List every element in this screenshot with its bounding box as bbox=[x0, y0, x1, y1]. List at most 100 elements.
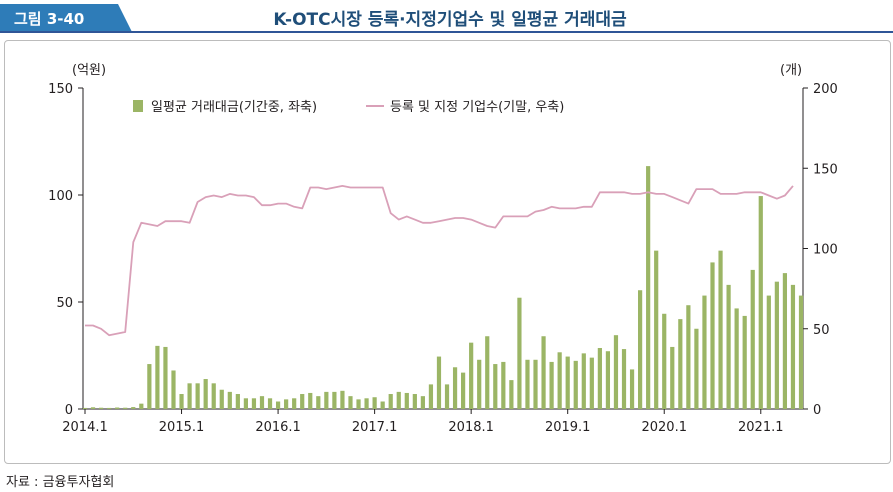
figure-label: 그림 3-40 bbox=[14, 10, 85, 28]
x-tick-label: 2018.1 bbox=[448, 420, 494, 435]
bar-trading-value bbox=[316, 396, 321, 409]
bar-trading-value bbox=[726, 284, 731, 409]
bar-trading-value bbox=[428, 384, 434, 409]
x-tick-label: 2016.1 bbox=[255, 420, 301, 435]
bar-trading-value bbox=[356, 399, 361, 409]
bar-trading-value bbox=[678, 319, 683, 409]
bar-trading-value bbox=[452, 367, 458, 409]
right-tick-label: 200 bbox=[813, 82, 838, 97]
bar-trading-value bbox=[348, 396, 353, 409]
left-tick-label: 100 bbox=[48, 189, 73, 204]
bar-trading-value bbox=[139, 403, 144, 409]
bar-trading-value bbox=[131, 407, 136, 409]
bar-trading-value bbox=[324, 391, 329, 409]
bar-trading-value bbox=[380, 401, 385, 409]
bar-trading-value bbox=[477, 359, 482, 409]
bar-trading-value bbox=[718, 250, 723, 409]
bar-trading-value bbox=[517, 297, 522, 409]
bar-trading-value bbox=[533, 359, 538, 409]
bar-trading-value bbox=[702, 295, 707, 409]
bar-trading-value bbox=[364, 398, 369, 409]
bar-trading-value bbox=[123, 407, 128, 409]
bar-trading-value bbox=[654, 250, 659, 409]
bar-trading-value bbox=[509, 380, 514, 409]
figure-label-tag: 그림 3-40 bbox=[0, 4, 132, 32]
right-tick-label: 50 bbox=[813, 323, 830, 338]
bar-trading-value bbox=[461, 372, 466, 409]
bar-trading-value bbox=[292, 398, 297, 409]
left-tick-label: 0 bbox=[65, 403, 73, 418]
bar-trading-value bbox=[107, 407, 112, 409]
bar-trading-value bbox=[605, 351, 611, 409]
bar-trading-value bbox=[670, 346, 675, 409]
bar-trading-value bbox=[686, 305, 691, 409]
bar-trading-value bbox=[662, 313, 667, 409]
bar-trading-value bbox=[565, 356, 570, 409]
bar-trading-value bbox=[742, 315, 747, 409]
bar-trading-value bbox=[275, 401, 281, 409]
bar-trading-value bbox=[758, 196, 763, 409]
bar-trading-value bbox=[412, 394, 417, 409]
bar-trading-value bbox=[171, 370, 176, 409]
bar-trading-value bbox=[163, 346, 168, 409]
legend-bar-swatch bbox=[133, 100, 143, 112]
bar-trading-value bbox=[581, 353, 586, 409]
bar-trading-value bbox=[549, 361, 554, 409]
source-note: 자료 : 금융투자협회 bbox=[6, 475, 115, 490]
left-tick-label: 150 bbox=[48, 82, 73, 97]
bar-trading-value bbox=[243, 398, 248, 409]
bar-trading-value bbox=[629, 369, 635, 409]
x-tick-label: 2014.1 bbox=[62, 420, 108, 435]
bar-trading-value bbox=[621, 349, 627, 409]
bar-trading-value bbox=[782, 273, 788, 409]
bar-trading-value bbox=[308, 392, 313, 409]
bar-trading-value bbox=[734, 308, 739, 409]
bar-trading-value bbox=[501, 361, 506, 409]
left-tick-label: 50 bbox=[56, 296, 73, 311]
bar-trading-value bbox=[646, 166, 651, 409]
bar-trading-value bbox=[211, 383, 216, 409]
bar-trading-value bbox=[227, 391, 232, 409]
bar-trading-value bbox=[90, 407, 96, 409]
bar-trading-value bbox=[420, 396, 425, 409]
bar-trading-value bbox=[436, 356, 442, 409]
bar-trading-value bbox=[589, 357, 594, 409]
bar-trading-value bbox=[750, 269, 755, 409]
line-listed-companies bbox=[85, 184, 794, 337]
right-axis-unit: (개) bbox=[780, 63, 802, 78]
bar-trading-value bbox=[444, 384, 450, 409]
bar-trading-value bbox=[332, 391, 337, 409]
bar-trading-value bbox=[694, 328, 699, 409]
bar-trading-value bbox=[147, 364, 152, 409]
bar-trading-value bbox=[525, 359, 530, 409]
x-tick-label: 2021.1 bbox=[738, 420, 784, 435]
bar-trading-value bbox=[235, 394, 240, 409]
bar-trading-value bbox=[179, 394, 184, 409]
chart-frame bbox=[4, 40, 891, 464]
bar-trading-value bbox=[259, 396, 265, 409]
bar-trading-value bbox=[195, 383, 200, 409]
bar-trading-value bbox=[396, 391, 401, 409]
title-rule bbox=[0, 31, 893, 33]
right-tick-label: 0 bbox=[813, 403, 821, 418]
bar-trading-value bbox=[372, 397, 377, 409]
bar-trading-value bbox=[284, 399, 289, 409]
bar-trading-value bbox=[404, 392, 409, 409]
bar-trading-value bbox=[557, 352, 562, 409]
bar-trading-value bbox=[98, 407, 104, 409]
bar-trading-value bbox=[710, 262, 715, 409]
bar-trading-value bbox=[388, 394, 393, 409]
right-tick-label: 100 bbox=[813, 243, 838, 258]
bar-trading-value bbox=[638, 290, 643, 409]
bar-trading-value bbox=[469, 342, 474, 409]
bar-trading-value bbox=[155, 345, 160, 409]
x-tick-label: 2019.1 bbox=[545, 420, 591, 435]
bar-trading-value bbox=[251, 398, 257, 409]
bar-trading-value bbox=[766, 295, 771, 409]
x-tick-label: 2015.1 bbox=[159, 420, 205, 435]
legend-bar-label: 일평균 거래대금(기간중, 좌축) bbox=[151, 100, 317, 115]
legend-line-label: 등록 및 지정 기업수(기말, 우축) bbox=[390, 100, 564, 115]
bar-trading-value bbox=[798, 295, 804, 409]
bar-trading-value bbox=[774, 281, 779, 409]
